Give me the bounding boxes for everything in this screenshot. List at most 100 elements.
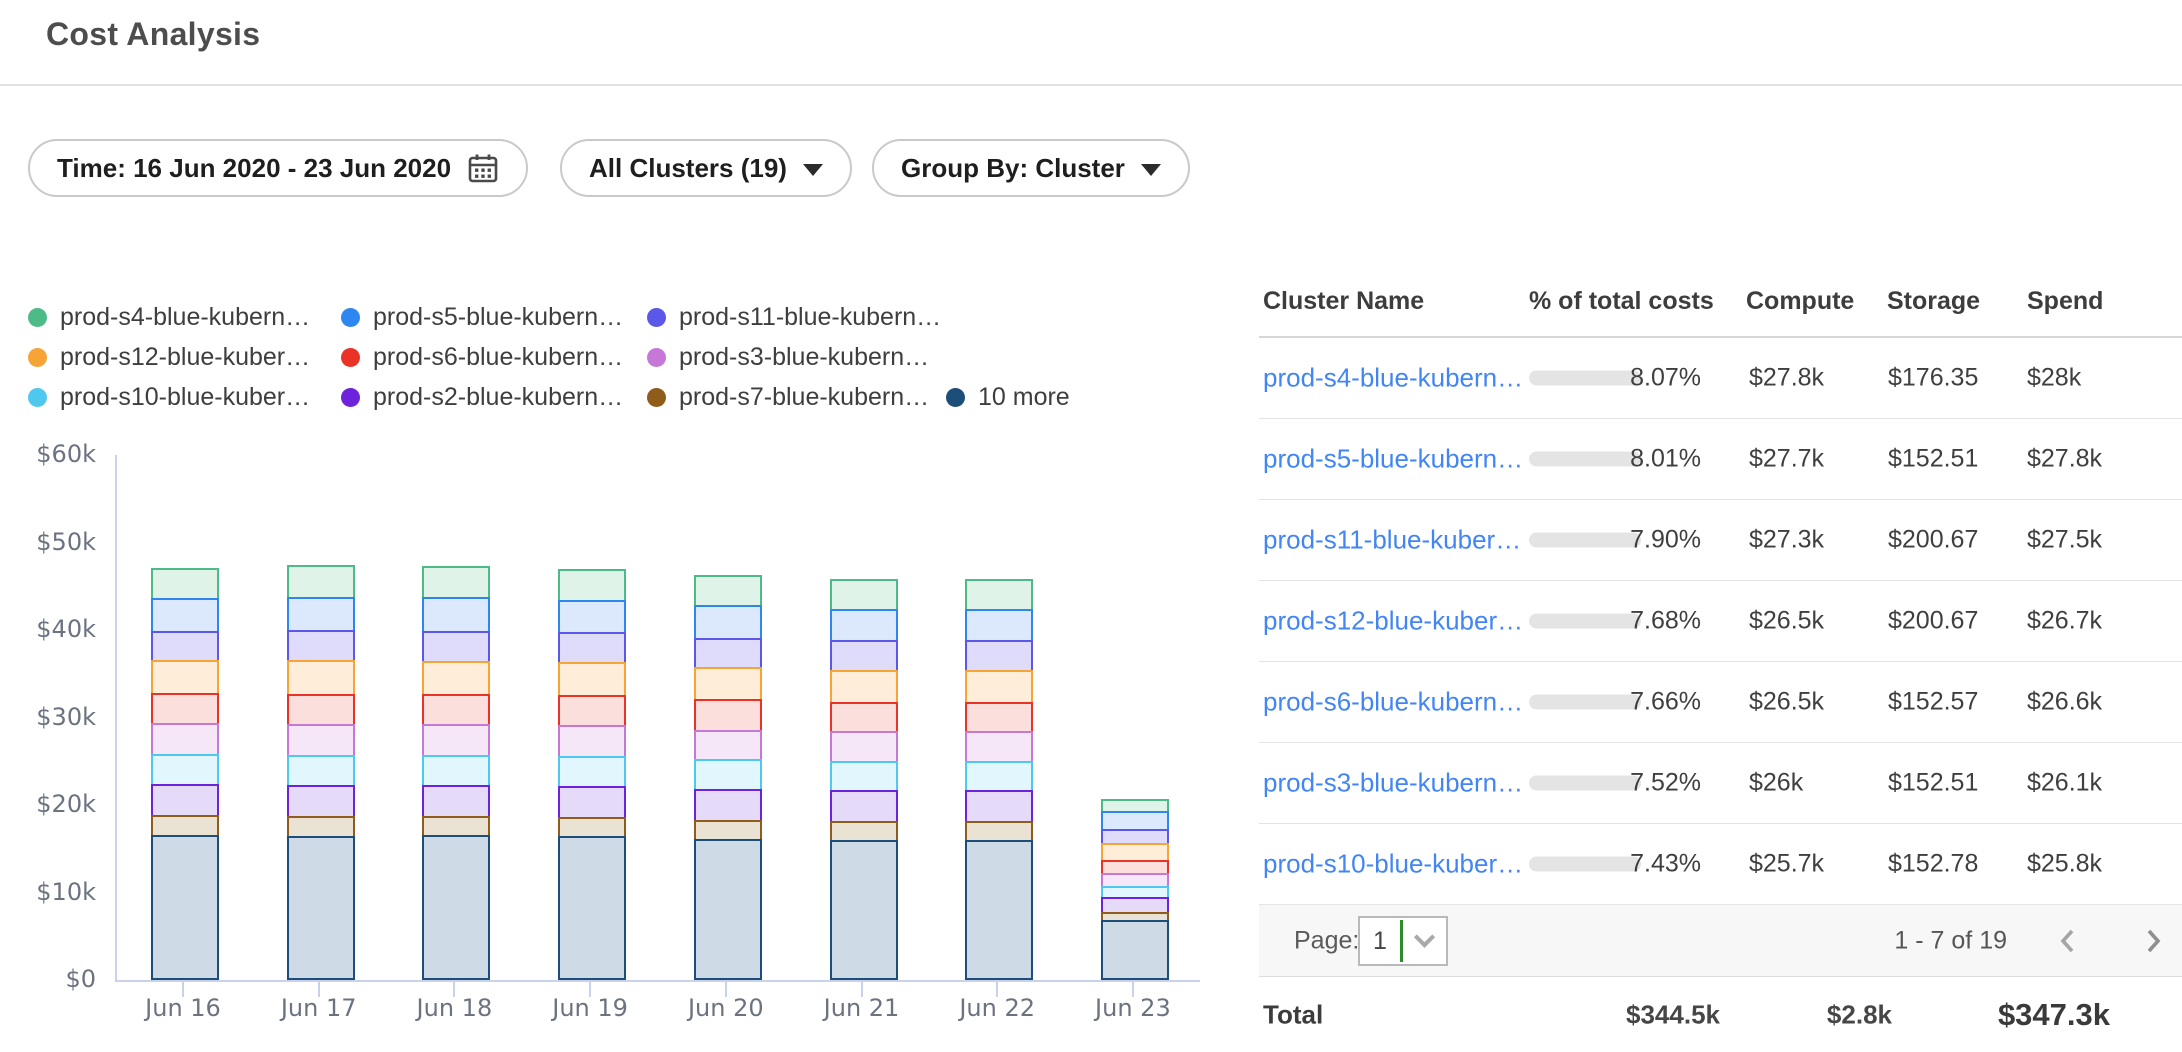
legend-item[interactable]: prod-s2-blue-kubern… [341, 380, 623, 414]
chart-plot-area [115, 455, 1200, 982]
column-header-spend: Spend [2027, 286, 2104, 315]
spend-value: $26.1k [2027, 768, 2103, 797]
x-axis-tick [860, 982, 863, 997]
bar-segment [286, 660, 355, 696]
cluster-name-link[interactable]: prod-s4-blue-kubern… [1263, 362, 1524, 393]
cluster-name-link[interactable]: prod-s10-blue-kuber… [1263, 848, 1524, 879]
cluster-name-link[interactable]: prod-s3-blue-kubern… [1263, 767, 1524, 798]
bar-jun-20[interactable] [693, 574, 762, 980]
bar-segment [693, 574, 762, 608]
x-axis-tick-label: Jun 17 [280, 994, 357, 1022]
legend-color-dot [946, 387, 965, 407]
legend-item[interactable]: prod-s10-blue-kuber… [28, 380, 310, 414]
legend-label: prod-s10-blue-kuber… [60, 382, 311, 411]
bar-segment [829, 789, 898, 823]
previous-page-button[interactable] [2053, 925, 2083, 957]
chevron-down-icon [1140, 163, 1161, 176]
bar-segment [286, 724, 355, 757]
legend-item[interactable]: prod-s7-blue-kubern… [647, 380, 929, 414]
bar-segment [558, 568, 627, 602]
spend-value: $26.6k [2027, 687, 2103, 716]
table-row: prod-s5-blue-kubern… 8.01% $27.7k $152.51 $2… [1259, 419, 2182, 500]
legend-label: prod-s4-blue-kubern… [60, 302, 311, 331]
x-axis-tick [317, 982, 320, 997]
bar-segment [286, 816, 355, 839]
bar-jun-21[interactable] [829, 579, 898, 980]
bar-segment [693, 759, 762, 791]
pct-progress-bar [1529, 856, 1641, 872]
legend-item[interactable]: prod-s12-blue-kuber… [28, 340, 310, 374]
x-axis-tick [996, 982, 999, 997]
pct-value: 7.66% [1630, 687, 1701, 716]
legend-color-dot [647, 347, 666, 367]
legend-item[interactable]: prod-s6-blue-kubern… [341, 340, 623, 374]
pct-value: 8.07% [1630, 363, 1701, 392]
bar-jun-18[interactable] [422, 566, 491, 980]
next-page-button[interactable] [2138, 925, 2168, 957]
pct-value: 7.68% [1630, 606, 1701, 635]
bar-segment [965, 608, 1034, 643]
chevron-down-icon [802, 163, 823, 176]
total-compute: $344.5k [1626, 999, 1720, 1029]
pct-value: 7.90% [1630, 525, 1701, 554]
clusters-filter-dropdown[interactable]: All Clusters (19) [560, 139, 852, 197]
bar-segment [693, 698, 762, 732]
column-header--of-total-costs: % of total costs [1529, 286, 1714, 315]
storage-value: $152.78 [1888, 849, 1979, 878]
bar-segment [151, 692, 219, 726]
pct-progress-bar [1529, 370, 1641, 386]
legend-item[interactable]: prod-s5-blue-kubern… [341, 300, 623, 334]
pct-value: 8.01% [1630, 444, 1701, 473]
bar-jun-16[interactable] [151, 567, 219, 980]
bar-segment [829, 731, 898, 763]
bar-segment [558, 817, 627, 839]
pct-progress-bar [1529, 532, 1641, 548]
legend-item[interactable]: prod-s11-blue-kubern… [647, 300, 941, 334]
bar-segment [829, 820, 898, 842]
cluster-name-link[interactable]: prod-s5-blue-kubern… [1263, 443, 1524, 474]
storage-value: $152.57 [1888, 687, 1979, 716]
bar-segment [422, 784, 491, 819]
pct-progress-bar [1529, 694, 1641, 710]
legend-color-dot [647, 307, 666, 327]
bar-segment [286, 836, 355, 980]
page-select[interactable]: 1 [1358, 916, 1448, 966]
cluster-name-link[interactable]: prod-s11-blue-kuber… [1263, 524, 1522, 555]
page-select-value: 1 [1373, 926, 1387, 955]
table-row: prod-s12-blue-kuber… 7.68% $26.5k $200.67 $2… [1259, 581, 2182, 662]
legend-item[interactable]: prod-s3-blue-kubern… [647, 340, 929, 374]
x-axis-tick-label: Jun 18 [416, 994, 493, 1022]
y-axis-tick-label: $50k [36, 527, 96, 556]
bar-segment [829, 640, 898, 672]
column-header-cluster-name: Cluster Name [1263, 286, 1425, 315]
time-range-filter-button[interactable]: Time: 16 Jun 2020 - 23 Jun 2020 [28, 139, 529, 197]
legend-item[interactable]: prod-s4-blue-kubern… [28, 300, 310, 334]
bar-segment [558, 662, 627, 697]
x-axis-tick-label: Jun 19 [552, 994, 628, 1022]
legend-item-10-more[interactable]: 10 more [946, 380, 1070, 414]
table-total-row: Total $344.5k $2.8k $347.3k [1259, 977, 2182, 1052]
table-row: prod-s3-blue-kubern… 7.52% $26k $152.51 $26.… [1259, 743, 2182, 824]
bar-segment [422, 724, 491, 757]
bar-segment [693, 789, 762, 822]
compute-value: $27.7k [1749, 444, 1825, 473]
page-select-cursor [1400, 920, 1403, 962]
bar-jun-17[interactable] [286, 565, 355, 980]
group-by-dropdown[interactable]: Group By: Cluster [872, 139, 1190, 197]
bar-segment [558, 600, 627, 635]
compute-value: $26k [1749, 768, 1804, 797]
bar-segment [422, 835, 491, 980]
legend-label: prod-s12-blue-kuber… [60, 342, 311, 371]
bar-jun-23[interactable] [1100, 798, 1169, 980]
bar-jun-19[interactable] [558, 568, 627, 980]
column-header-storage: Storage [1887, 286, 1981, 315]
bar-segment [1100, 920, 1169, 980]
bar-segment [151, 630, 219, 663]
bar-segment [693, 667, 762, 701]
total-storage: $2.8k [1826, 999, 1892, 1029]
cluster-name-link[interactable]: prod-s12-blue-kuber… [1263, 605, 1524, 636]
bar-jun-22[interactable] [965, 579, 1034, 980]
legend-label: 10 more [978, 382, 1070, 411]
chevron-down-icon [1403, 926, 1446, 949]
cluster-name-link[interactable]: prod-s6-blue-kubern… [1263, 686, 1524, 717]
